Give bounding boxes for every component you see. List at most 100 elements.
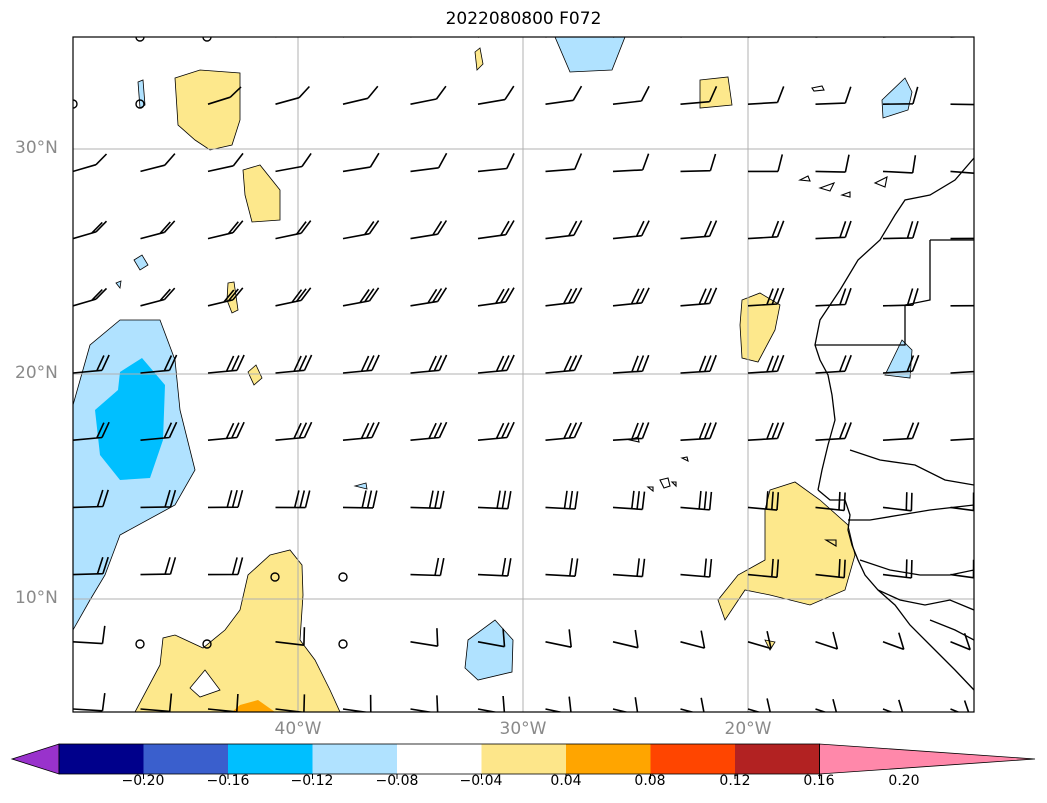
wind-barb [342, 220, 380, 240]
wind-barb [815, 220, 852, 240]
wind-barb [275, 152, 312, 173]
colorbar-tick-label: 0.08 [634, 773, 666, 789]
wind-barb [275, 220, 312, 240]
wind-barb [410, 695, 439, 712]
colorbar-tick-label: 0.04 [550, 773, 582, 789]
wind-barb [477, 287, 515, 307]
wind-barb [680, 490, 713, 511]
colorbar-extend-max [819, 743, 1036, 775]
wind-barb [343, 37, 346, 38]
wind-barb [140, 354, 178, 374]
colorbar-tick-label: 0.20 [888, 773, 920, 789]
wind-barb [680, 37, 686, 38]
colorbar [10, 743, 1036, 779]
wind-barb [410, 85, 447, 105]
wind-barb [815, 154, 850, 173]
graticule [73, 37, 974, 712]
wind-barb [410, 557, 445, 577]
wind-barb [950, 700, 970, 712]
wind-barb [545, 37, 550, 38]
wind-barb [410, 152, 448, 173]
wind-barb [478, 37, 482, 38]
wind-barb [410, 421, 448, 441]
map-title: 2022080800 F072 [445, 9, 602, 29]
wind-barb [748, 154, 784, 173]
colorbar-tick-label: 0.12 [719, 773, 751, 789]
wind-barb [680, 354, 717, 374]
wind-barb [950, 103, 974, 106]
wind-barb [73, 153, 108, 173]
wind-barb [477, 153, 515, 173]
wind-barb [477, 695, 506, 712]
colorbar-tick-label: −0.20 [121, 773, 165, 789]
lon-label-20w: 20°W [724, 719, 772, 739]
wind-barb [477, 628, 506, 648]
wind-barb [73, 37, 75, 38]
colorbar-bin [735, 744, 820, 774]
lat-label-20n: 20°N [15, 363, 58, 383]
wind-barb [342, 85, 379, 105]
wind-barb [342, 490, 378, 509]
wind-barb [680, 287, 718, 307]
wind-barb [207, 489, 244, 509]
colorbar-tick-label: −0.12 [290, 773, 334, 789]
white-hole [189, 669, 221, 698]
lat-label-10n: 10°N [15, 588, 58, 608]
wind-barb [882, 220, 919, 240]
colorbar-tick-label: 0.16 [803, 773, 835, 789]
colorbar-bin [397, 744, 482, 774]
wind-barb [73, 220, 108, 240]
wind-barb [815, 422, 852, 441]
lat-label-30n: 30°N [15, 138, 58, 158]
map-frame [72, 36, 975, 713]
wind-barb [612, 354, 650, 374]
wind-barb [207, 152, 244, 173]
wind-barb [73, 625, 106, 645]
wind-barb [680, 422, 717, 441]
wind-barb [545, 354, 583, 374]
wind-barb [747, 86, 785, 105]
wind-barb [612, 490, 646, 511]
wind-barb [342, 694, 372, 712]
wind-barb [545, 558, 579, 577]
wind-barb [747, 631, 772, 650]
colorbar-tick-label: −0.16 [206, 773, 250, 789]
wind-barb [612, 422, 650, 441]
wind-barb [680, 85, 718, 105]
wind-barb [477, 557, 512, 577]
wind-barb [882, 422, 920, 441]
wind-barb [140, 693, 173, 712]
wind-barb [680, 153, 717, 173]
lon-label-40w: 40°W [274, 719, 322, 739]
wind-barb [950, 37, 967, 38]
wind-barb [545, 85, 583, 105]
wind-barb [477, 421, 515, 441]
wind-barb [73, 421, 110, 441]
wind-barb [747, 422, 785, 441]
wind-barb [950, 170, 974, 174]
wind-barb [342, 421, 380, 441]
wind-barb [882, 632, 905, 651]
wind-barb [477, 220, 515, 240]
wind-barb [140, 153, 176, 173]
wind-barb [410, 37, 414, 38]
wind-barb [950, 437, 974, 441]
wind-barb [882, 288, 919, 307]
wind-barb [747, 491, 780, 511]
wind-barb [882, 492, 913, 512]
colorbar-bin [143, 744, 229, 774]
wind-barb [275, 85, 310, 105]
wind-barb [140, 287, 176, 307]
wind-barb [545, 629, 572, 648]
wind-barb [815, 559, 846, 579]
wind-barb [882, 559, 913, 579]
wind-barb [207, 287, 244, 307]
wind-barb [815, 37, 824, 38]
wind-barb [545, 153, 583, 173]
wind-barb [410, 220, 448, 240]
negative-anomaly-core [95, 358, 165, 480]
wind-barb [815, 354, 852, 374]
wind-barb [275, 354, 313, 374]
wind-barb [950, 304, 974, 307]
